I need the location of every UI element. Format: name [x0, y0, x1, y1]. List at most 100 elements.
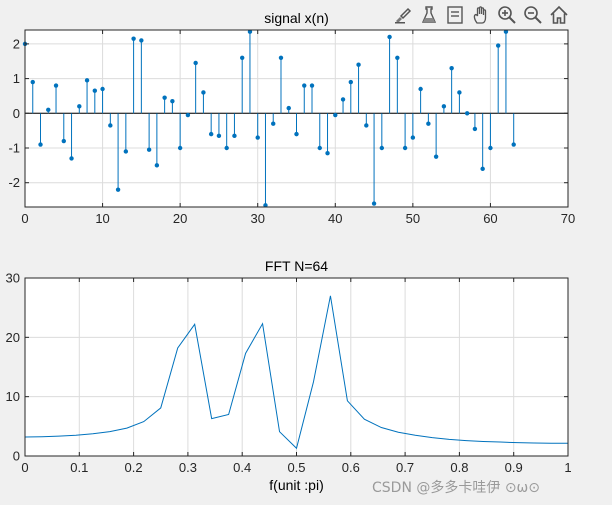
x-tick-label: 50 — [406, 211, 420, 226]
stem-marker — [340, 97, 346, 102]
x-tick-label: 0.8 — [450, 460, 468, 475]
x-tick-label: 0.3 — [179, 460, 197, 475]
home-button[interactable] — [548, 4, 570, 26]
stem-marker — [255, 135, 260, 140]
y-tick-label: -2 — [8, 175, 20, 190]
fft-axes[interactable]: 0 0.1 0.2 0.3 0.4 0.5 0.6 0.7 0.8 0.9 10102030FFT … — [6, 258, 572, 493]
x-tick-label: 70 — [561, 211, 575, 226]
stem-marker — [232, 133, 237, 139]
x-tick-label: 0 — [21, 460, 28, 475]
stem-marker — [402, 145, 408, 151]
stem-marker — [108, 123, 113, 128]
zoom-out-button[interactable] — [522, 4, 544, 26]
stem-marker — [123, 149, 129, 154]
stem-marker — [472, 126, 478, 132]
stem-marker — [379, 145, 385, 151]
stem-marker — [146, 147, 152, 152]
stem-marker — [185, 112, 191, 118]
stem-marker — [61, 138, 66, 144]
stem-marker — [457, 90, 462, 95]
stem-marker — [433, 154, 439, 159]
x-tick-label: 1 — [564, 460, 571, 475]
zoom-in-button[interactable] — [496, 4, 518, 26]
y-tick-label: 1 — [13, 71, 20, 86]
stem-marker — [395, 55, 400, 60]
stem-marker — [177, 145, 183, 151]
stem-marker — [309, 83, 315, 88]
stem-marker — [426, 121, 431, 126]
stem-marker — [371, 201, 377, 206]
stem-marker — [38, 142, 43, 147]
stem-marker — [170, 98, 175, 104]
stem-marker — [302, 83, 307, 88]
stem-marker — [418, 86, 423, 92]
stem-marker — [495, 43, 501, 48]
stem-marker — [115, 187, 121, 192]
chart-title: FFT N=64 — [265, 258, 328, 274]
stem-marker — [410, 135, 416, 140]
stem-marker — [208, 131, 214, 137]
stem-marker — [286, 105, 291, 111]
stem-marker — [441, 104, 447, 109]
x-tick-label: 0 — [21, 211, 28, 226]
flask-button[interactable] — [418, 4, 440, 26]
x-tick-label: 0.5 — [287, 460, 305, 475]
pan-button[interactable] — [470, 4, 492, 26]
x-tick-label: 30 — [250, 211, 264, 226]
data-tips-button[interactable] — [444, 4, 466, 26]
y-tick-label: 0 — [13, 106, 20, 121]
fft-line — [24, 295, 568, 450]
x-tick-label: 40 — [328, 211, 342, 226]
stem-marker — [317, 145, 322, 151]
home-icon — [550, 5, 568, 24]
stem-marker — [488, 145, 493, 151]
stem-marker — [348, 79, 353, 85]
stem-marker — [449, 65, 454, 71]
figure-toolbar — [392, 2, 570, 28]
stem-marker — [278, 55, 284, 60]
stem-marker — [464, 111, 470, 116]
stem-marker — [100, 86, 105, 92]
stem-marker — [333, 112, 338, 118]
stem-marker — [511, 142, 516, 147]
stem-marker — [294, 131, 299, 137]
x-tick-label: 0.2 — [125, 460, 143, 475]
x-tick-label: 0.4 — [233, 460, 251, 475]
stem-marker — [92, 88, 98, 93]
x-tick-label: 0.7 — [396, 460, 414, 475]
stem-marker — [30, 79, 35, 85]
brush-button[interactable] — [392, 4, 414, 26]
chart-title: signal x(n) — [264, 10, 329, 26]
stem-marker — [224, 145, 229, 151]
stem-marker — [364, 123, 369, 128]
y-tick-label: 30 — [6, 271, 20, 286]
data-tips-icon — [447, 6, 463, 24]
zoom-out-icon — [524, 6, 542, 24]
stem-marker — [480, 166, 485, 172]
stem-marker — [325, 151, 330, 156]
x-axis-label: f(unit :pi) — [269, 477, 323, 493]
y-tick-label: 0 — [13, 449, 20, 464]
x-tick-label: 0.9 — [505, 460, 523, 475]
y-tick-label: 10 — [6, 389, 20, 404]
stem-marker — [139, 38, 144, 43]
signal-axes[interactable]: 0 10 20 30 40 50 60 70 -2 -1 0 1 2 signal x(n) — [8, 10, 575, 226]
stem-marker — [77, 104, 82, 109]
x-tick-label: 60 — [483, 211, 497, 226]
stem-marker — [53, 83, 59, 88]
pan-hand-icon — [473, 6, 487, 24]
watermark-text: CSDN @多多卡哇伊 ⊙ω⊙ — [372, 479, 540, 496]
stem-marker — [193, 60, 198, 66]
stem-marker — [247, 29, 253, 34]
stem-marker — [216, 133, 222, 139]
stem-marker — [84, 78, 90, 83]
y-tick-label: 20 — [6, 330, 20, 345]
stem-marker — [69, 156, 74, 161]
axes-box — [24, 29, 569, 208]
zoom-in-icon — [498, 6, 516, 24]
stem-marker — [154, 163, 160, 168]
flask-icon — [421, 6, 437, 23]
x-tick-label: 10 — [95, 211, 109, 226]
x-tick-label: 0.6 — [342, 460, 360, 475]
